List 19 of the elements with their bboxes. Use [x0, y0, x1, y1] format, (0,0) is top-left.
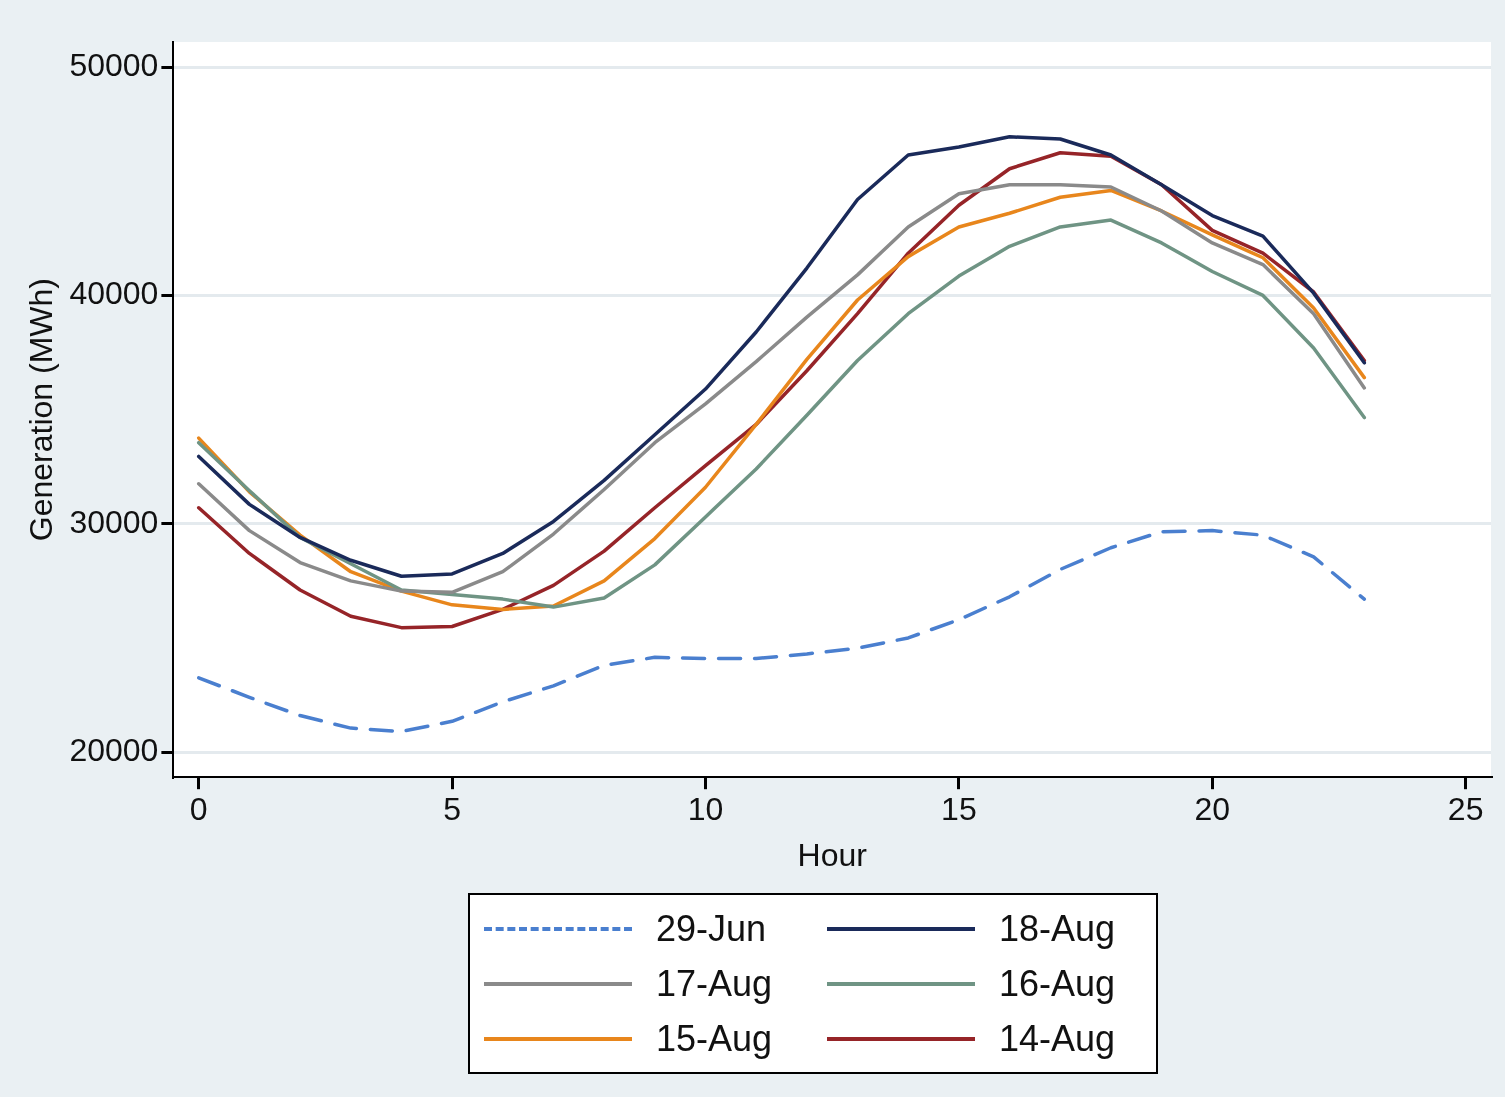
y-tick-label: 40000: [69, 275, 159, 312]
legend-label: 18-Aug: [999, 907, 1116, 950]
legend-label: 16-Aug: [999, 962, 1116, 1005]
y-axis-title: Generation (MWh): [23, 278, 60, 542]
x-axis-title: Hour: [797, 836, 868, 873]
legend-label: 29-Jun: [656, 907, 767, 950]
x-tick-label: 0: [189, 791, 208, 828]
x-tick-label: 10: [687, 791, 724, 828]
x-tick-label: 5: [443, 791, 462, 828]
line-series: [196, 528, 1367, 734]
x-tick-label: 25: [1447, 791, 1484, 828]
x-tick-label: 20: [1194, 791, 1231, 828]
x-tick-label: 15: [941, 791, 977, 828]
y-tick-label: 50000: [69, 46, 159, 83]
y-tick-label: 30000: [69, 503, 159, 540]
legend-label: 14-Aug: [999, 1017, 1116, 1060]
y-tick-label: 20000: [69, 731, 159, 768]
legend-label: 15-Aug: [656, 1017, 773, 1060]
legend-label: 17-Aug: [656, 962, 773, 1005]
